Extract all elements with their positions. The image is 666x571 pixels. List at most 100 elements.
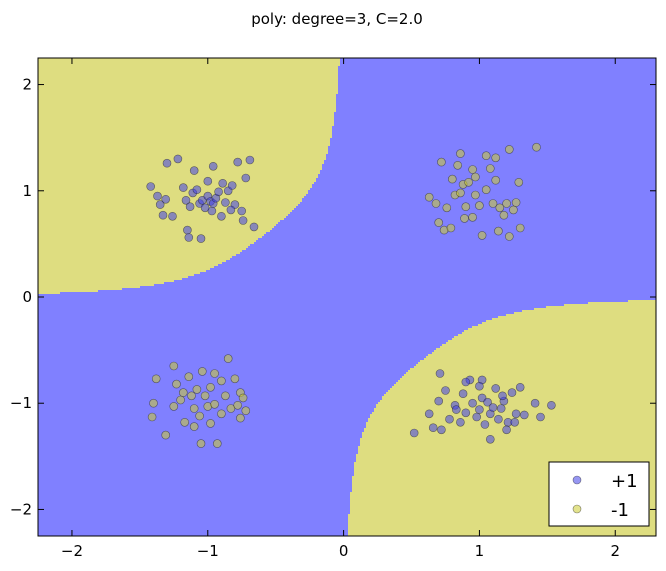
point-negative [236, 413, 245, 423]
point-positive [192, 185, 202, 194]
point-positive [168, 212, 177, 221]
point-negative [238, 393, 248, 403]
point-negative [446, 223, 456, 233]
point-negative [169, 361, 179, 371]
point-negative [491, 153, 501, 163]
point-negative [217, 409, 226, 419]
axes: −2 −1 0 1 2 2 1 0 −1 −2 [10, 57, 657, 560]
point-positive [173, 154, 183, 164]
point-positive [547, 400, 556, 410]
point-negative [460, 214, 469, 223]
legend-marker [572, 504, 582, 514]
point-negative [149, 398, 158, 408]
point-negative [509, 205, 518, 215]
point-positive [519, 410, 529, 420]
point-positive [155, 200, 165, 209]
point-positive [515, 382, 525, 392]
legend-box [548, 461, 650, 527]
point-negative [456, 149, 465, 158]
point-negative [180, 417, 189, 427]
point-negative [200, 391, 210, 401]
point-negative [434, 218, 444, 227]
point-positive [409, 428, 419, 438]
point-negative [532, 142, 541, 152]
point-negative [504, 145, 514, 154]
point-positive [483, 397, 492, 407]
y-tick-label: 1 [22, 182, 32, 200]
point-negative [442, 203, 452, 213]
point-positive [428, 423, 438, 433]
point-positive [510, 417, 520, 427]
point-positive [196, 234, 206, 243]
point-negative [481, 185, 491, 194]
y-tick-label: −2 [10, 500, 32, 518]
point-negative [223, 354, 233, 363]
point-negative [221, 391, 230, 401]
point-positive [424, 409, 434, 419]
point-positive [511, 409, 521, 419]
point-negative [424, 192, 434, 202]
point-positive [214, 187, 223, 197]
x-tick-label: −2 [61, 542, 83, 560]
point-negative [515, 223, 525, 233]
point-negative [471, 172, 480, 182]
point-positive [241, 173, 251, 183]
point-negative [196, 439, 206, 448]
point-negative [468, 165, 477, 174]
point-positive [488, 403, 498, 412]
point-negative [217, 376, 226, 386]
point-positive [245, 155, 255, 165]
point-positive [494, 414, 503, 424]
point-negative [514, 178, 524, 187]
point-positive [183, 225, 192, 235]
point-positive [502, 425, 511, 435]
point-negative [495, 203, 505, 213]
point-positive [226, 205, 236, 215]
point-positive [237, 206, 246, 216]
point-positive [162, 158, 172, 168]
point-positive [480, 420, 490, 429]
x-tick-label: 2 [610, 542, 620, 560]
x-tick-label: −1 [197, 542, 219, 560]
y-tick-label: 2 [22, 76, 32, 94]
point-negative [504, 232, 514, 241]
point-negative [491, 175, 501, 185]
point-positive [456, 417, 465, 427]
point-negative [176, 395, 185, 405]
point-positive [249, 222, 259, 232]
point-negative [210, 399, 219, 409]
point-negative [184, 372, 194, 382]
point-positive [233, 157, 242, 167]
point-negative [464, 178, 473, 187]
y-tick-label: −1 [10, 394, 32, 412]
point-negative [447, 174, 457, 184]
point-positive [203, 176, 213, 186]
point-negative [195, 411, 204, 421]
point-positive [461, 408, 471, 418]
point-positive [507, 388, 517, 397]
point-positive [238, 216, 248, 225]
point-negative [488, 199, 498, 208]
point-positive [468, 398, 477, 408]
legend-label: +1 [611, 471, 638, 492]
point-positive [441, 386, 450, 395]
legend-marker [572, 475, 582, 485]
legend-label: -1 [611, 500, 629, 521]
point-negative [468, 213, 477, 222]
point-positive [491, 384, 501, 393]
point-negative [213, 439, 222, 448]
point-negative [187, 391, 196, 401]
point-negative [161, 430, 170, 440]
point-positive [208, 162, 218, 171]
point-positive [153, 191, 162, 201]
data-points [146, 142, 556, 448]
point-positive [437, 425, 446, 435]
point-positive [435, 369, 445, 378]
point-negative [179, 388, 188, 397]
point-positive [207, 206, 217, 216]
point-negative [230, 374, 240, 384]
point-negative [210, 369, 219, 378]
point-negative [453, 161, 463, 170]
point-positive [461, 377, 471, 387]
